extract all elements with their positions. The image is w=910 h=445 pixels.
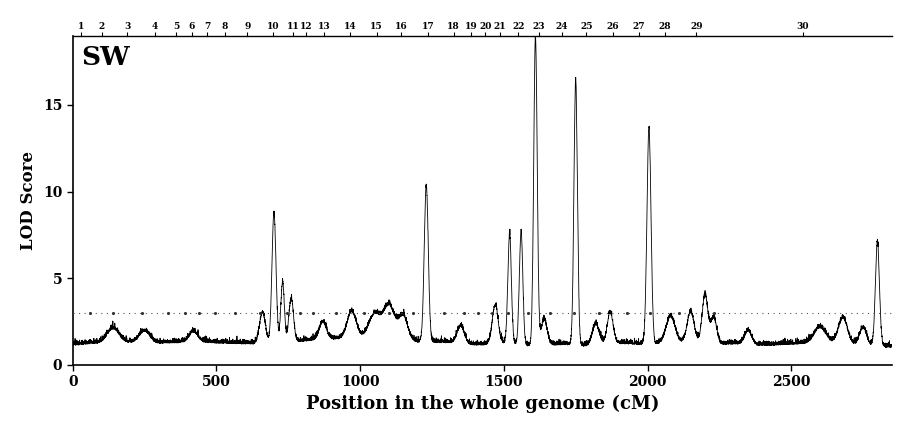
X-axis label: Position in the whole genome (cM): Position in the whole genome (cM) (306, 395, 659, 413)
Text: SW: SW (81, 45, 130, 70)
Y-axis label: LOD Score: LOD Score (20, 151, 37, 250)
